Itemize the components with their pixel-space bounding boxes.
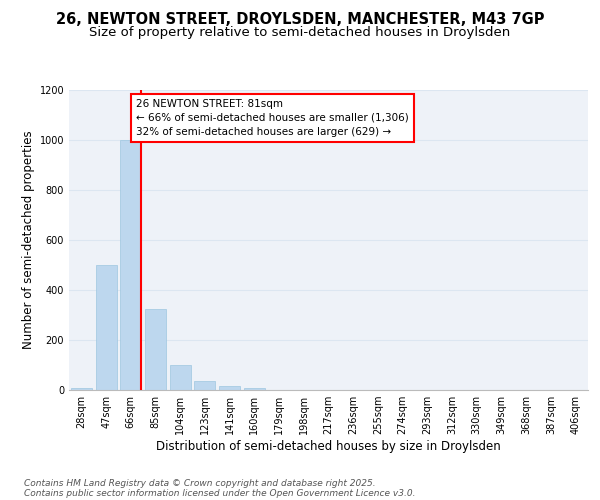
Text: 26, NEWTON STREET, DROYLSDEN, MANCHESTER, M43 7GP: 26, NEWTON STREET, DROYLSDEN, MANCHESTER… (56, 12, 544, 28)
Text: Contains public sector information licensed under the Open Government Licence v3: Contains public sector information licen… (24, 488, 415, 498)
Text: 26 NEWTON STREET: 81sqm
← 66% of semi-detached houses are smaller (1,306)
32% of: 26 NEWTON STREET: 81sqm ← 66% of semi-de… (136, 99, 409, 137)
X-axis label: Distribution of semi-detached houses by size in Droylsden: Distribution of semi-detached houses by … (156, 440, 501, 453)
Text: Size of property relative to semi-detached houses in Droylsden: Size of property relative to semi-detach… (89, 26, 511, 39)
Bar (71, 388, 92, 390)
Text: Contains HM Land Registry data © Crown copyright and database right 2025.: Contains HM Land Registry data © Crown c… (24, 478, 376, 488)
Bar (194, 381, 215, 390)
Bar (170, 365, 191, 390)
Y-axis label: Number of semi-detached properties: Number of semi-detached properties (22, 130, 35, 350)
Bar (95, 265, 116, 390)
Bar (219, 386, 240, 390)
Bar (120, 140, 141, 390)
Bar (145, 308, 166, 390)
Bar (244, 388, 265, 390)
